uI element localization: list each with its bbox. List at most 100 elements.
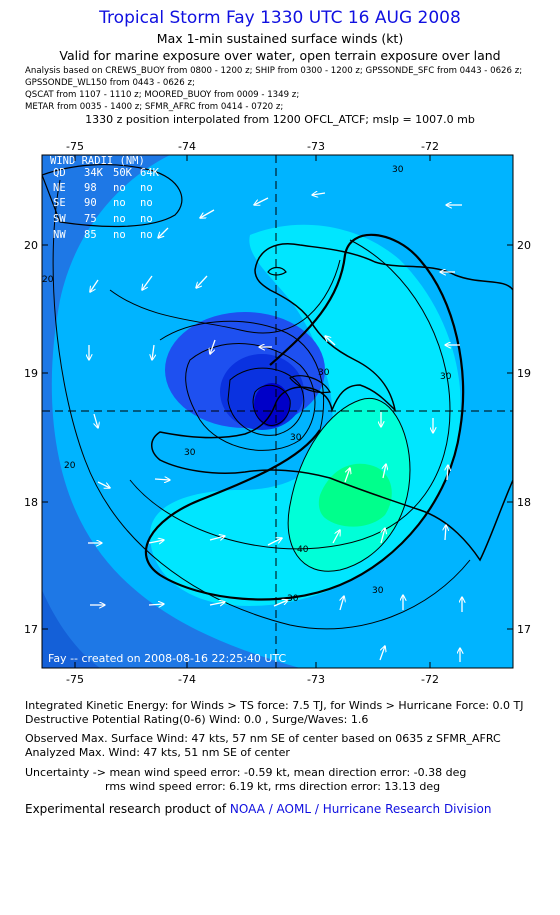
- radii-r50: no: [113, 229, 126, 241]
- plot-area: 30 30 30 30 30 30 30 40 20 20 WIND RADII…: [42, 155, 513, 668]
- lat-label-right: 19: [517, 367, 531, 380]
- wind-arrow: [332, 530, 340, 544]
- lat-label-right: 18: [517, 496, 531, 509]
- contour-label: 30: [287, 594, 299, 604]
- wind-arrow: [200, 209, 215, 218]
- radii-r34: 90: [84, 197, 97, 209]
- bottom-lon-labels: -75 -74 -73 -72: [66, 673, 439, 686]
- ts-force-contour: [144, 233, 465, 601]
- wind-arrow: [312, 193, 326, 195]
- wind-arrow: [379, 646, 385, 661]
- lat-label-left: 17: [24, 623, 38, 636]
- wind-arrow: [148, 604, 164, 605]
- axis-ticks: [42, 155, 513, 668]
- plot-frame: [41, 154, 514, 669]
- radii-column-50k: 50K: [113, 167, 133, 179]
- wind-radii-table: WIND RADII (NM) QD 34K 50K 64K NE 98 no …: [50, 155, 160, 241]
- wind-arrow: [94, 413, 98, 428]
- lon-label-bottom: -72: [421, 673, 439, 686]
- contour-label: 30: [290, 433, 302, 443]
- contour-label: 30: [392, 165, 404, 175]
- wind-arrow: [154, 479, 170, 480]
- wind-arrow: [142, 275, 153, 290]
- radii-r64: no: [140, 213, 153, 225]
- wind-arrow: [210, 339, 216, 354]
- lat-label-left: 19: [24, 367, 38, 380]
- wind-arrow: [325, 336, 336, 346]
- wind-arrow: [196, 275, 208, 288]
- lon-label-top: -74: [178, 140, 196, 153]
- contour-label: 30: [184, 448, 196, 458]
- product-credit-prefix: Experimental research product of: [25, 802, 230, 816]
- radii-r34: 85: [84, 229, 97, 241]
- contour-label: 30: [440, 372, 452, 382]
- tortuga-island: [267, 266, 287, 276]
- radii-r34: 75: [84, 213, 97, 225]
- top-lon-labels: -75 -74 -73 -72: [66, 140, 439, 153]
- radii-column-34k: 34K: [84, 167, 104, 179]
- hrd-link[interactable]: NOAA / AOML / Hurricane Research Divisio…: [229, 802, 492, 816]
- source-line-2: GPSSONDE_WL150 from 0443 - 0626 z;: [25, 78, 195, 88]
- radii-r50: no: [113, 197, 126, 209]
- contour-label: 30: [318, 368, 330, 378]
- wind-arrow: [381, 528, 385, 544]
- observed-max-wind: Observed Max. Surface Wind: 47 kts, 57 n…: [25, 732, 501, 745]
- wind-arrow: [447, 465, 448, 481]
- map-footer-created: Fay -- created on 2008-08-16 22:25:40 UT…: [48, 652, 287, 665]
- radii-quadrant: SE: [53, 197, 66, 209]
- lat-label-left: 18: [24, 496, 38, 509]
- radii-quadrant: NE: [53, 182, 66, 194]
- wind-arrow: [90, 279, 99, 292]
- radii-quadrant: NW: [53, 229, 66, 241]
- radii-column-qd: QD: [53, 167, 66, 179]
- source-line-3: QSCAT from 1107 - 1110 z; MOORED_BUOY fr…: [25, 90, 300, 100]
- left-lat-labels: 20 19 18 17: [24, 239, 38, 636]
- uncertainty-mean: Uncertainty -> mean wind speed error: -0…: [25, 766, 467, 779]
- radii-quadrant: SW: [53, 213, 66, 225]
- hispaniola-coastline: [151, 243, 513, 562]
- lon-label-top: -72: [421, 140, 439, 153]
- source-line-1: Analysis based on CREWS_BUOY from 0800 -…: [25, 66, 523, 76]
- subtitle-variable: Max 1-min sustained surface winds (kt): [156, 31, 404, 46]
- low-wind-region: [42, 155, 300, 668]
- lat-label-right: 17: [517, 623, 531, 636]
- wind-arrow: [152, 344, 154, 360]
- wind-vectors: [88, 193, 462, 662]
- cuba-coastline: [42, 163, 183, 228]
- contour-labels: 30 30 30 30 30 30 30 40 20 20: [42, 165, 452, 604]
- max-wind-area: [318, 463, 392, 527]
- wind-arrow: [445, 525, 446, 541]
- wind-arrow: [97, 481, 110, 488]
- wind-arrow: [148, 540, 164, 543]
- uncertainty-rms: rms wind speed error: 6.19 kt, rms direc…: [105, 780, 441, 793]
- gonave-island: [289, 375, 331, 394]
- wind-radii-header: WIND RADII (NM): [50, 155, 145, 167]
- contour-label: 40: [297, 545, 309, 555]
- wind-arrow: [383, 464, 386, 479]
- radii-r50: no: [113, 182, 126, 194]
- wind-arrow: [254, 197, 269, 205]
- lon-label-bottom: -73: [307, 673, 325, 686]
- product-credit: Experimental research product of NOAA / …: [25, 802, 491, 816]
- radii-r50: no: [113, 213, 126, 225]
- contour-label: 30: [372, 586, 384, 596]
- wind-arrow: [340, 596, 344, 611]
- lon-label-top: -75: [66, 140, 84, 153]
- wind-arrow: [209, 602, 225, 605]
- wind-arrow: [267, 538, 282, 546]
- ike-summary: Integrated Kinetic Energy: for Winds > T…: [25, 699, 524, 712]
- wind-arrow: [158, 227, 169, 238]
- core-inner: [254, 383, 290, 427]
- lon-label-top: -73: [307, 140, 325, 153]
- position-note: 1330 z position interpolated from 1200 O…: [85, 113, 475, 126]
- lon-label-bottom: -74: [178, 673, 196, 686]
- contour-label: 20: [64, 461, 76, 471]
- lat-label-left: 20: [24, 239, 38, 252]
- contour-label: 20: [42, 275, 54, 285]
- wind-field-map: -75 -74 -73 -72 -75 -74 -73 -72 20 19 18…: [24, 140, 531, 686]
- right-lat-labels: 20 19 18 17: [517, 239, 531, 636]
- lon-label-bottom: -75: [66, 673, 84, 686]
- wind-arrow: [273, 600, 288, 607]
- wind-arrow: [344, 468, 350, 483]
- radii-r64: no: [140, 182, 153, 194]
